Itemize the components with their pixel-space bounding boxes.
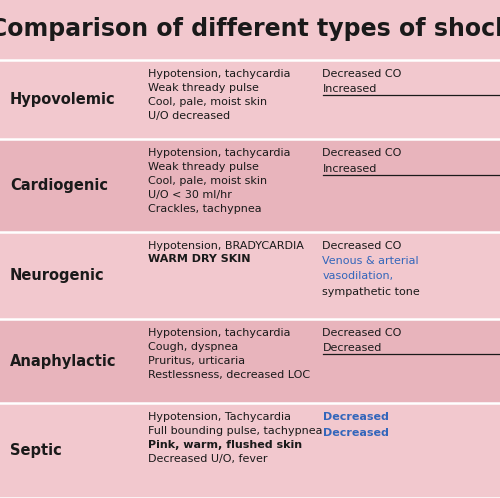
Text: Decreased CO: Decreased CO <box>322 241 402 250</box>
Text: Hypotension, BRADYCARDIA: Hypotension, BRADYCARDIA <box>148 241 304 250</box>
Text: Cardiogenic: Cardiogenic <box>10 178 108 193</box>
Text: Weak thready pulse: Weak thready pulse <box>148 83 258 93</box>
Text: Decreased: Decreased <box>322 428 388 438</box>
Text: Septic: Septic <box>10 443 62 458</box>
Text: Hypotension, tachycardia: Hypotension, tachycardia <box>148 148 290 158</box>
Bar <box>0 319 500 403</box>
Text: Pruritus, urticaria: Pruritus, urticaria <box>148 356 244 366</box>
Text: vasodilation,: vasodilation, <box>322 271 394 281</box>
Text: Decreased U/O, fever: Decreased U/O, fever <box>148 454 267 464</box>
Text: Decreased CO: Decreased CO <box>322 328 402 338</box>
Text: Neurogenic: Neurogenic <box>10 267 104 283</box>
Text: U/O < 30 ml/hr: U/O < 30 ml/hr <box>148 190 232 200</box>
Text: Pink, warm, flushed skin: Pink, warm, flushed skin <box>148 440 302 450</box>
Text: Hypotension, tachycardia: Hypotension, tachycardia <box>148 328 290 338</box>
Text: U/O decreased: U/O decreased <box>148 111 230 121</box>
Bar <box>0 232 500 319</box>
Bar <box>0 403 500 498</box>
Text: Decreased: Decreased <box>322 412 388 422</box>
Text: Anaphylactic: Anaphylactic <box>10 354 117 369</box>
Text: Comparison of different types of shock: Comparison of different types of shock <box>0 17 500 41</box>
Text: Crackles, tachypnea: Crackles, tachypnea <box>148 204 261 214</box>
Text: Cough, dyspnea: Cough, dyspnea <box>148 342 238 352</box>
Bar <box>0 60 500 139</box>
Text: sympathetic tone: sympathetic tone <box>322 287 420 297</box>
Text: Decreased CO: Decreased CO <box>322 148 402 158</box>
Text: Cool, pale, moist skin: Cool, pale, moist skin <box>148 97 266 107</box>
Text: Hypotension, tachycardia: Hypotension, tachycardia <box>148 69 290 79</box>
Text: Hypovolemic: Hypovolemic <box>10 92 116 107</box>
Text: Weak thready pulse: Weak thready pulse <box>148 162 258 172</box>
Text: Increased: Increased <box>322 84 377 94</box>
Text: Restlessness, decreased LOC: Restlessness, decreased LOC <box>148 370 310 379</box>
Text: WARM DRY SKIN: WARM DRY SKIN <box>148 254 250 264</box>
Text: Venous & arterial: Venous & arterial <box>322 256 419 266</box>
Text: Full bounding pulse, tachypnea: Full bounding pulse, tachypnea <box>148 426 322 436</box>
Text: Hypotension, Tachycardia: Hypotension, Tachycardia <box>148 412 290 422</box>
Text: Decreased CO: Decreased CO <box>322 69 402 79</box>
Text: Cool, pale, moist skin: Cool, pale, moist skin <box>148 176 266 186</box>
Bar <box>0 139 500 232</box>
Text: Decreased: Decreased <box>322 343 382 353</box>
Text: Increased: Increased <box>322 164 377 174</box>
